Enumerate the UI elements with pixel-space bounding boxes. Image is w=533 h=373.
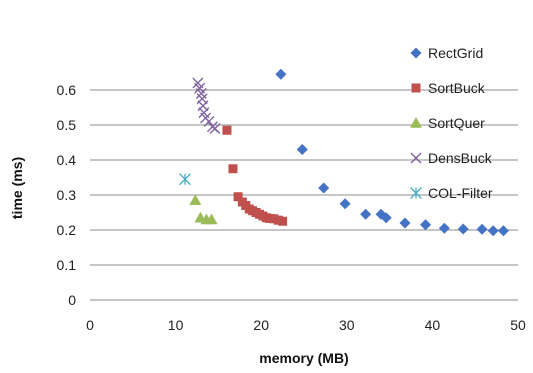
rectgrid-point <box>339 198 351 210</box>
x-axis-ticks: 0 10 20 30 40 50 <box>86 317 526 333</box>
gridlines <box>90 89 518 266</box>
x-tick-label: 0 <box>86 317 94 333</box>
sortquer-point <box>205 213 218 225</box>
rectgrid-point <box>296 144 308 155</box>
legend: RectGrid SortBuck SortQuer DensBuck COL-Filt… <box>410 45 493 201</box>
rectgrid-point <box>380 212 392 224</box>
rectgrid-point <box>318 182 330 194</box>
x-tick-label: 20 <box>253 317 269 333</box>
x-tick-label: 40 <box>425 317 441 333</box>
legend-label-sortbuck: SortBuck <box>428 80 486 96</box>
rectgrid-point <box>399 217 411 229</box>
legend-label-sortquer: SortQuer <box>428 115 485 131</box>
sortbuck-point <box>278 216 288 226</box>
densbuck-point <box>203 116 215 127</box>
legend-label-col-filter: COL-Filter <box>428 185 493 201</box>
rectgrid-point <box>438 222 450 234</box>
rectgrid-point <box>497 225 509 237</box>
legend-label-rectgrid: RectGrid <box>428 45 483 61</box>
x-axis-label: memory (MB) <box>259 350 348 366</box>
y-tick-label: 0.3 <box>57 187 77 203</box>
rectgrid-point <box>275 68 287 80</box>
x-tick-label: 30 <box>339 317 355 333</box>
rectgrid-point <box>420 219 432 231</box>
legend-marker-densbuck <box>410 152 422 164</box>
sortquer-point <box>189 194 202 206</box>
y-axis-label: time (ms) <box>9 157 25 219</box>
y-tick-label: 0.2 <box>57 222 77 238</box>
legend-marker-rectgrid <box>410 47 422 59</box>
legend-marker-sortbuck <box>411 83 421 93</box>
sortbuck-point <box>222 125 232 135</box>
rectgrid-point <box>487 225 499 237</box>
y-tick-label: 0.5 <box>57 117 77 133</box>
y-tick-label: 0 <box>68 292 76 308</box>
y-tick-label: 0.1 <box>57 257 77 273</box>
sortbuck-point <box>233 192 243 202</box>
y-tick-label: 0.4 <box>57 152 77 168</box>
data-points <box>179 68 509 237</box>
col-filter-point <box>179 173 191 186</box>
legend-label-densbuck: DensBuck <box>428 150 493 166</box>
rectgrid-point <box>457 223 469 235</box>
rectgrid-point <box>476 223 488 235</box>
y-tick-label: 0.6 <box>57 82 77 98</box>
legend-marker-sortquer <box>410 117 422 128</box>
densbuck-point <box>209 123 221 134</box>
legend-marker-col-filter <box>410 187 422 199</box>
x-tick-label: 50 <box>510 317 526 333</box>
rectgrid-point <box>360 208 372 220</box>
sortbuck-point <box>228 164 238 174</box>
x-tick-label: 10 <box>168 317 184 333</box>
y-axis-ticks: 0 0.1 0.2 0.3 0.4 0.5 0.6 <box>57 82 77 308</box>
